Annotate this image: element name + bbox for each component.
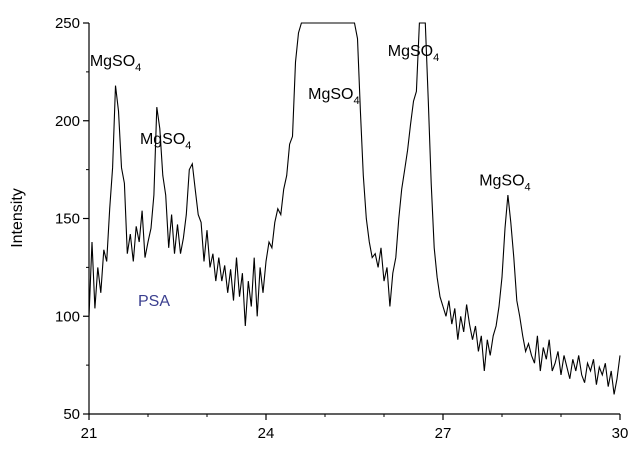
peak-annotation-subscript: 4 (353, 95, 359, 107)
peak-annotation-base: MgSO (388, 43, 433, 60)
peak-annotation-base: MgSO (140, 131, 185, 148)
peak-annotation-base: MgSO (479, 172, 524, 189)
peak-annotation-base: MgSO (90, 53, 135, 70)
x-tick-label: 24 (258, 425, 275, 442)
peak-annotation: MgSO4 (479, 172, 530, 193)
peak-annotation: MgSO4 (388, 43, 439, 64)
peak-annotation: MgSO4 (308, 86, 359, 107)
y-tick-label: 50 (63, 406, 80, 423)
peak-annotation: MgSO4 (90, 53, 141, 74)
peak-annotation-subscript: 4 (525, 181, 531, 193)
x-tick-label: 21 (81, 425, 98, 442)
x-ticks: 21 24 27 30 (81, 414, 629, 442)
y-tick-label: 200 (55, 113, 80, 130)
x-tick-label: 30 (612, 425, 629, 442)
peak-annotation-base: MgSO (308, 86, 353, 103)
sample-label: PSA (138, 293, 170, 310)
y-axis-title: Intensity (9, 188, 26, 248)
peak-annotation-subscript: 4 (433, 52, 439, 64)
y-ticks: 50 100 150 200 250 (55, 15, 89, 423)
peak-annotation-subscript: 4 (185, 140, 191, 152)
y-tick-label: 250 (55, 15, 80, 32)
y-tick-label: 100 (55, 308, 80, 325)
peak-annotation-subscript: 4 (135, 62, 141, 74)
x-tick-label: 27 (435, 425, 452, 442)
peak-annotation: MgSO4 (140, 131, 191, 152)
intensity-series-line (88, 22, 621, 395)
y-tick-label: 150 (55, 211, 80, 228)
